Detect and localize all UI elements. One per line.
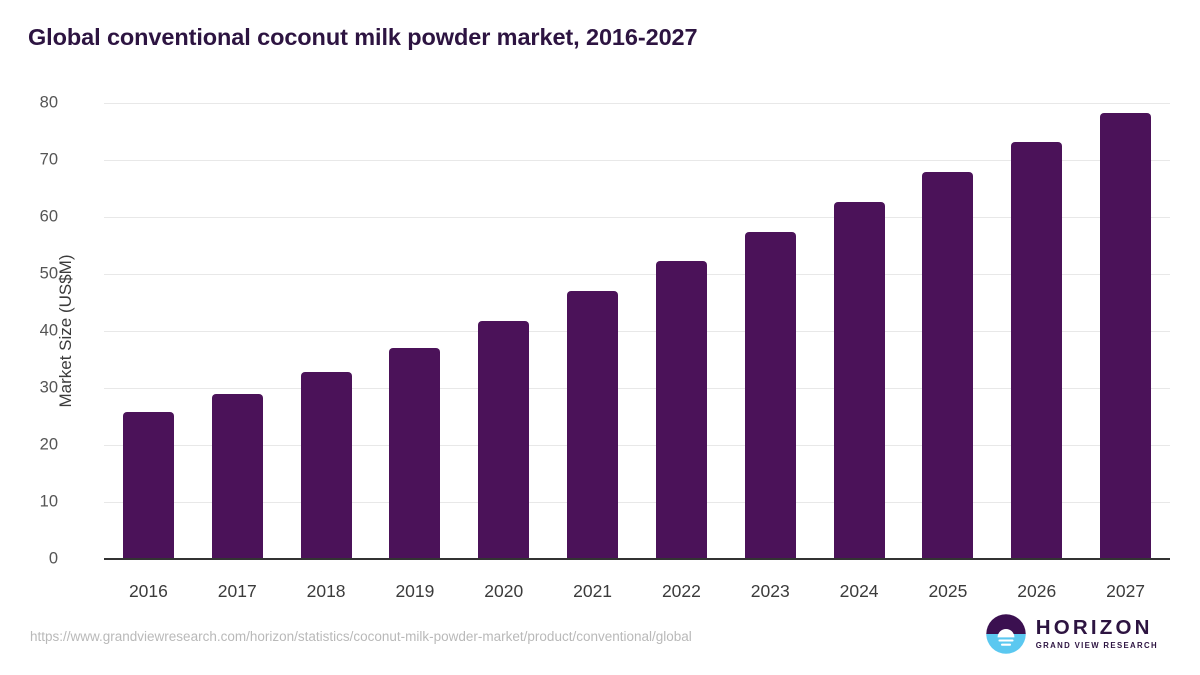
x-axis-tick-label: 2022	[661, 581, 701, 601]
bar-group	[567, 103, 619, 559]
x-axis-tick-label: 2016	[128, 581, 168, 601]
y-axis-tick-label: 60	[39, 207, 58, 226]
y-axis-tick-label: 80	[39, 93, 58, 112]
bar-group	[922, 103, 974, 559]
x-axis-tick-label: 2019	[395, 581, 435, 601]
bar[interactable]	[122, 411, 174, 559]
y-axis-tick-label: 70	[39, 150, 58, 169]
bar-group	[211, 103, 263, 559]
bar-group	[1011, 103, 1063, 559]
plot-area: 0 10 20 30 40 50 60 70 80 Market Size (US$M) 201…	[40, 94, 1170, 601]
gridline	[104, 331, 1170, 332]
gridline	[104, 388, 1170, 389]
gridline	[104, 445, 1170, 446]
bar[interactable]	[300, 372, 352, 559]
gridline	[104, 217, 1170, 218]
horizon-logo-mark	[985, 614, 1026, 654]
logo-tagline: GRAND VIEW RESEARCH	[1035, 641, 1158, 651]
y-axis-tick-label: 20	[39, 435, 58, 454]
x-axis-line	[104, 558, 1170, 560]
x-axis-tick-label: 2025	[928, 581, 968, 601]
bar-group	[389, 103, 441, 559]
x-axis-tick-label: 2020	[484, 581, 524, 601]
x-axis-tick-label: 2023	[750, 581, 790, 601]
gridline	[104, 103, 1170, 104]
logo-wordmark: HORIZON	[1035, 615, 1153, 639]
y-axis-tick-label: 0	[48, 549, 58, 568]
x-axis-tick-label: 2024	[839, 581, 879, 601]
horizon-logo: HORIZON GRAND VIEW RESEARCH	[985, 613, 1158, 655]
bar[interactable]	[833, 201, 885, 559]
x-axis-tick-label: 2026	[1017, 581, 1057, 601]
gridline	[104, 502, 1170, 503]
chart-title: Global conventional coconut milk powder …	[28, 24, 698, 50]
y-axis-tick-label: 40	[39, 321, 58, 340]
x-axis-tick-label: 2018	[306, 581, 346, 601]
bar[interactable]	[1011, 142, 1063, 559]
bar[interactable]	[1100, 113, 1152, 559]
bar-group	[833, 103, 885, 559]
x-axis-tick-label: 2017	[217, 581, 257, 601]
bar[interactable]	[211, 393, 263, 559]
gridline	[104, 160, 1170, 161]
bar[interactable]	[744, 231, 796, 559]
bar[interactable]	[922, 171, 974, 559]
y-axis-tick-label: 30	[39, 378, 58, 397]
bar-group	[478, 103, 530, 559]
x-axis-tick-label: 2021	[573, 581, 613, 601]
source-url[interactable]: https://www.grandviewresearch.com/horizo…	[30, 629, 692, 644]
bar-group	[1100, 103, 1152, 559]
bar[interactable]	[389, 348, 441, 559]
horizon-logo-text: HORIZON GRAND VIEW RESEARCH	[1035, 615, 1158, 651]
bar[interactable]	[567, 291, 619, 559]
y-axis-tick-label: 50	[39, 264, 58, 283]
bar-group	[744, 103, 796, 559]
bar-group	[655, 103, 707, 559]
gridline	[104, 274, 1170, 275]
bar-group	[122, 103, 174, 559]
bar[interactable]	[478, 320, 530, 559]
bar[interactable]	[655, 261, 707, 559]
y-axis-tick-label: 10	[39, 492, 58, 511]
x-axis-tick-label: 2027	[1106, 581, 1146, 601]
bar-group	[300, 103, 352, 559]
y-axis-title: Market Size (US$M)	[56, 254, 75, 408]
